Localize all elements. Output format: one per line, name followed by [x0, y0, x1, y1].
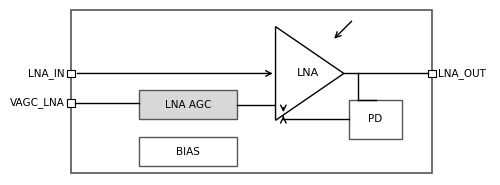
Bar — [70, 10, 432, 173]
Text: PD: PD — [368, 114, 382, 124]
Bar — [139, 90, 236, 119]
Text: BIAS: BIAS — [176, 147, 200, 157]
Bar — [428, 70, 436, 77]
Text: LNA_IN: LNA_IN — [28, 68, 64, 79]
Bar — [348, 100, 403, 139]
Polygon shape — [276, 27, 344, 120]
Text: LNA_OUT: LNA_OUT — [438, 68, 486, 79]
Text: LNA AGC: LNA AGC — [164, 100, 211, 110]
Text: LNA: LNA — [296, 68, 319, 78]
Text: VAGC_LNA: VAGC_LNA — [10, 97, 64, 108]
Bar — [139, 137, 236, 166]
Bar — [66, 70, 74, 77]
Bar — [66, 99, 74, 107]
